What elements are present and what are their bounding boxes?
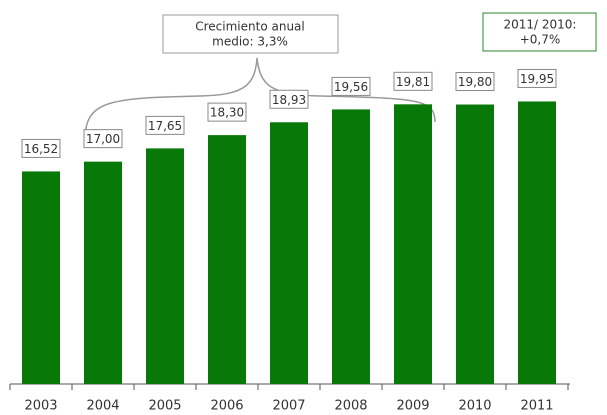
annotation-box	[482, 12, 597, 52]
bar	[208, 135, 246, 384]
value-label-box	[21, 138, 61, 158]
x-tick-label: 2008	[334, 399, 367, 414]
annotation: medio: 3,3%	[212, 35, 288, 49]
annotation: 2011/ 2010:	[504, 18, 577, 32]
value-label: 19,56	[334, 80, 368, 94]
value-label-box	[517, 68, 557, 88]
x-tick-label: 2007	[272, 399, 305, 414]
bar	[84, 161, 122, 384]
value-label: 17,00	[86, 132, 120, 146]
value-label: 17,65	[148, 119, 182, 133]
bar	[270, 122, 308, 384]
x-tick-label: 2006	[210, 399, 243, 414]
x-tick-label: 2011	[520, 399, 553, 414]
value-label-box	[455, 72, 495, 92]
bar	[146, 148, 184, 384]
x-tick-label: 2003	[24, 399, 57, 414]
annotation: +0,7%	[520, 33, 561, 47]
value-label-box	[269, 89, 309, 109]
x-tick-label: 2009	[396, 399, 429, 414]
bar	[456, 104, 494, 385]
value-label-box	[393, 71, 433, 91]
value-label: 19,95	[520, 72, 554, 86]
annotation: Crecimiento anual	[195, 20, 305, 34]
bar	[394, 104, 432, 384]
value-label-box	[331, 76, 371, 96]
value-label-box	[145, 115, 185, 135]
x-tick-label: 2004	[86, 399, 119, 414]
annotation-box	[162, 14, 339, 54]
x-tick-label: 2010	[458, 399, 491, 414]
value-label: 16,52	[24, 142, 58, 156]
bar	[22, 171, 60, 384]
bar	[518, 101, 556, 385]
value-label: 18,93	[272, 93, 306, 107]
value-label-box	[207, 102, 247, 122]
value-label-box	[83, 129, 123, 149]
value-label: 19,80	[458, 75, 492, 89]
brace	[84, 57, 436, 141]
x-tick-label: 2005	[148, 399, 181, 414]
value-label: 18,30	[210, 106, 244, 120]
value-label: 19,81	[396, 75, 430, 89]
bar	[332, 109, 370, 384]
